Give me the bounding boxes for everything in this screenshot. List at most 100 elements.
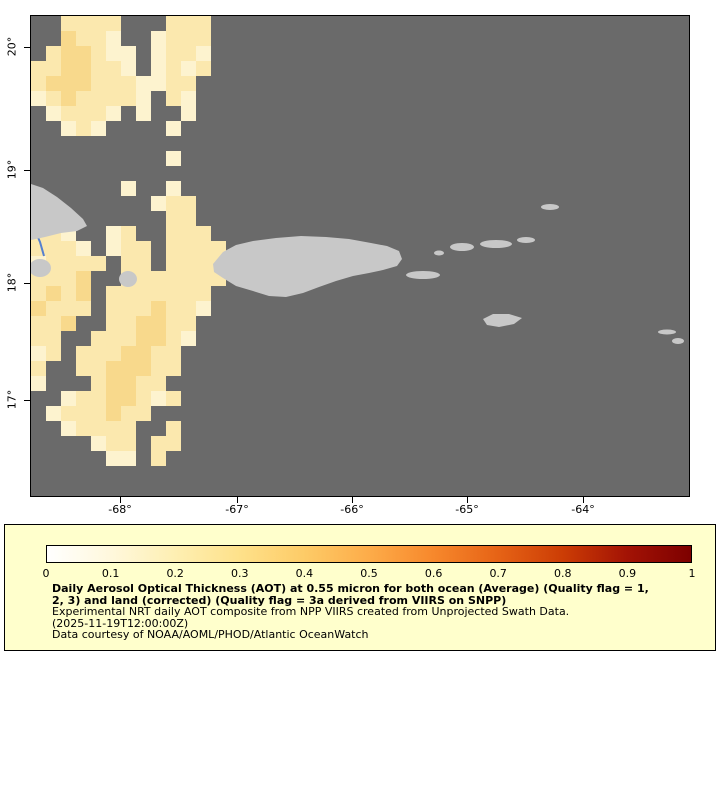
aot-cell (106, 436, 121, 451)
aot-cell (181, 211, 196, 226)
aot-cell (46, 106, 61, 121)
aot-cell (151, 301, 166, 316)
latitude-label: 17° (5, 389, 19, 410)
legend-info-line: Data courtesy of NOAA/AOML/PHOD/Atlantic… (52, 628, 369, 641)
aot-cell (196, 301, 211, 316)
aot-cell (76, 46, 91, 61)
aot-cell (196, 31, 211, 46)
aot-cell (136, 91, 151, 106)
aot-cell (106, 46, 121, 61)
aot-cell (121, 361, 136, 376)
aot-cell (166, 31, 181, 46)
aot-cell (136, 256, 151, 271)
aot-cell (46, 61, 61, 76)
aot-cell (121, 226, 136, 241)
aot-cell (196, 16, 211, 31)
latitude-tick (24, 170, 30, 171)
aot-cell (136, 361, 151, 376)
aot-cell (91, 391, 106, 406)
aot-cell (106, 226, 121, 241)
aot-cell (181, 256, 196, 271)
aot-cell (91, 16, 106, 31)
island-st-thomas-st-john (450, 243, 474, 251)
aot-cell (76, 106, 91, 121)
aot-cell (166, 256, 181, 271)
aot-cell (136, 391, 151, 406)
map (30, 15, 690, 497)
aot-cell (181, 241, 196, 256)
aot-cell (31, 346, 46, 361)
aot-cell (61, 391, 76, 406)
aot-cell (136, 106, 151, 121)
aot-cell (61, 271, 76, 286)
longitude-label: -64° (571, 503, 595, 516)
aot-cell (91, 106, 106, 121)
aot-cell (61, 61, 76, 76)
aot-cell (31, 376, 46, 391)
aot-cell (91, 421, 106, 436)
aot-cell (31, 301, 46, 316)
aot-cell (151, 61, 166, 76)
aot-cell (136, 271, 151, 286)
aot-cell (181, 16, 196, 31)
aot-cell (61, 256, 76, 271)
aot-cell (166, 316, 181, 331)
aot-cell (91, 46, 106, 61)
aot-cell (151, 436, 166, 451)
aot-cell (151, 76, 166, 91)
aot-cell (61, 76, 76, 91)
colorbar (46, 545, 692, 563)
aot-cell (76, 346, 91, 361)
latitude-label: 20° (5, 36, 19, 57)
aot-cell (196, 61, 211, 76)
island-puerto-rico (213, 236, 402, 297)
aot-cell (151, 331, 166, 346)
legend-panel: Daily Aerosol Optical Thickness (AOT) at… (4, 524, 716, 651)
legend-text: Daily Aerosol Optical Thickness (AOT) at… (52, 583, 649, 641)
land-svg (31, 184, 684, 344)
aot-cell (151, 346, 166, 361)
aot-cell (181, 91, 196, 106)
aot-cell (61, 406, 76, 421)
aot-cell (106, 346, 121, 361)
aot-cell (166, 121, 181, 136)
legend-title-line: Daily Aerosol Optical Thickness (AOT) at… (52, 582, 649, 595)
aot-cell (181, 76, 196, 91)
aot-cell (76, 286, 91, 301)
aot-cell (46, 331, 61, 346)
aot-cell (181, 331, 196, 346)
aot-cell (106, 286, 121, 301)
aot-cell (181, 286, 196, 301)
aot-cell (61, 91, 76, 106)
aot-cell (136, 346, 151, 361)
aot-cell (31, 61, 46, 76)
aot-cell (181, 61, 196, 76)
aot-cell (31, 91, 46, 106)
legend-info-line: (2025-11-19T12:00:00Z) (52, 616, 189, 630)
aot-cell (76, 406, 91, 421)
aot-cell (46, 301, 61, 316)
latitude-label: 18° (5, 272, 19, 293)
aot-cell (46, 316, 61, 331)
aot-cell (121, 61, 136, 76)
aot-cell (196, 46, 211, 61)
aot-cell (106, 331, 121, 346)
longitude-tick (583, 497, 584, 503)
island-anegada (541, 204, 559, 210)
longitude-tick (352, 497, 353, 503)
aot-cell (76, 391, 91, 406)
aot-cell (106, 106, 121, 121)
aot-cell (76, 76, 91, 91)
aot-cell (106, 361, 121, 376)
aot-cell (196, 256, 211, 271)
aot-cell (106, 76, 121, 91)
longitude-label: -65° (455, 503, 479, 516)
aot-cell (196, 226, 211, 241)
colorbar-tick-label: 1 (688, 567, 696, 580)
latitude-tick (24, 47, 30, 48)
aot-cell (106, 406, 121, 421)
aot-cell (121, 91, 136, 106)
aot-cell (121, 421, 136, 436)
aot-cell (46, 406, 61, 421)
latitude-tick (24, 283, 30, 284)
